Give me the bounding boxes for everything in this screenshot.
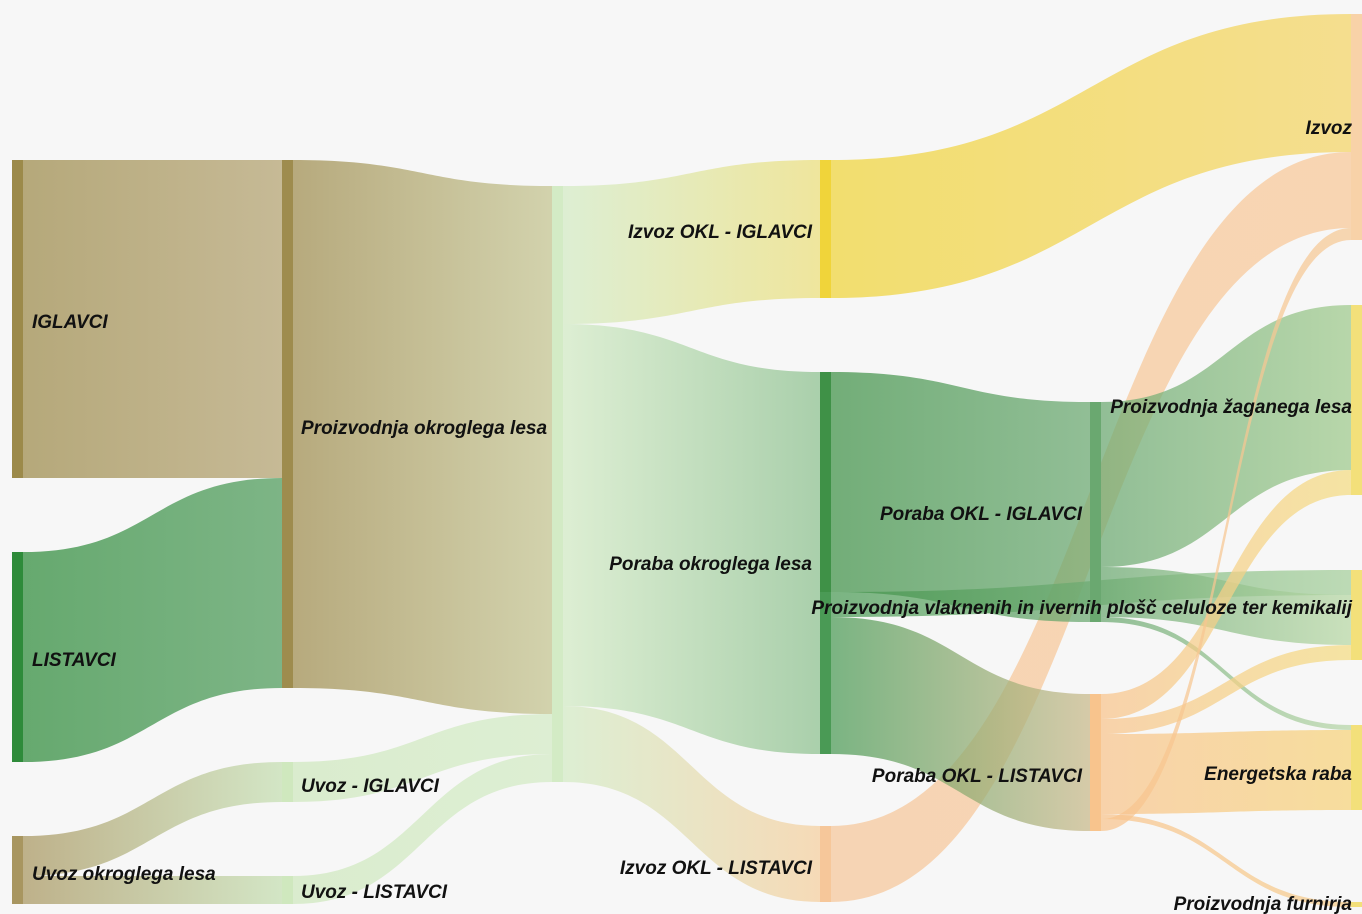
node-uvoz-iglavci	[282, 762, 293, 802]
node-furnir	[1351, 902, 1362, 907]
node-skupaj	[552, 186, 563, 782]
label-listavci: LISTAVCI	[32, 650, 116, 671]
link-poraba_okl_listavci-to-furnir	[1101, 814, 1351, 907]
label-poraba-okl: Poraba okroglega lesa	[609, 554, 812, 575]
node-uvoz-listavci	[282, 876, 293, 904]
node-izvoz-okl-listavci	[820, 826, 831, 902]
link-poraba_okl_iglavci_mid-to-zagan	[1101, 305, 1351, 567]
link-poraba_okl_listavci-to-energetska	[1101, 730, 1351, 814]
label-vlaknene: Proizvodnja vlaknenih in ivernih plošč c…	[811, 598, 1352, 619]
node-poraba-okl-listavci	[1090, 694, 1101, 831]
node-energetska	[1351, 725, 1362, 810]
label-poraba-okl-iglavci: Poraba OKL - IGLAVCI	[880, 504, 1083, 525]
link-izvoz_okl_iglavci-to-izvoz	[831, 14, 1351, 298]
nodes-layer	[12, 14, 1362, 907]
label-zagan: Proizvodnja žaganega lesa	[1110, 397, 1352, 418]
link-poraba_okl_listavci-to-zagan	[1101, 470, 1351, 719]
link-skupaj-to-poraba_okl	[563, 324, 820, 754]
label-iglavci: IGLAVCI	[32, 312, 108, 333]
label-izvoz-okl-listavci: Izvoz OKL - LISTAVCI	[620, 858, 813, 879]
label-uvoz-listavci: Uvoz - LISTAVCI	[301, 882, 448, 903]
link-poraba_okl_listavci-to-vlaknene	[1101, 645, 1351, 734]
link-listavci-to-proizvodnja_okl	[23, 478, 282, 762]
node-poraba-okl-iglavci	[820, 372, 831, 592]
link-uvoz_iglavci-to-skupaj	[293, 714, 552, 802]
link-proizvodnja_okl-to-skupaj	[293, 160, 552, 714]
link-uvoz_okl-to-uvoz_iglavci	[23, 762, 282, 876]
label-energetska: Energetska raba	[1204, 764, 1352, 785]
link-poraba_okl_listavci-to-izvoz	[1101, 228, 1351, 831]
link-skupaj-to-izvoz_okl_listavci	[563, 706, 820, 902]
label-izvoz-okl-iglavci: Izvoz OKL - IGLAVCI	[628, 222, 813, 243]
labels-layer: IGLAVCI LISTAVCI Uvoz okroglega lesa Proizv…	[32, 118, 1353, 914]
node-izvoz-okl-iglavci	[820, 160, 831, 298]
link-iglavci-to-proizvodnja_okl	[23, 160, 282, 478]
node-uvoz-okl	[12, 836, 23, 904]
label-izvoz: Izvoz	[1306, 118, 1353, 139]
label-proizvodnja-okl: Proizvodnja okroglega lesa	[301, 418, 547, 439]
links-layer	[23, 14, 1351, 907]
link-poraba_okl_iglavci-to-poraba_okl_iglavci_mid	[831, 372, 1090, 622]
node-zagan	[1351, 305, 1362, 495]
node-vlaknene	[1351, 570, 1362, 660]
label-poraba-okl-listavci: Poraba OKL - LISTAVCI	[872, 766, 1083, 787]
link-uvoz_listavci-to-skupaj	[293, 754, 552, 904]
node-iglavci	[12, 160, 23, 478]
link-skupaj-to-izvoz_okl_iglavci	[563, 160, 820, 324]
node-listavci	[12, 552, 23, 762]
node-proizvodnja-okl	[282, 160, 293, 688]
label-uvoz-okl: Uvoz okroglega lesa	[32, 864, 216, 885]
label-furnir: Proizvodnja furnirja	[1174, 894, 1353, 914]
node-izvoz	[1351, 14, 1362, 240]
link-poraba_okl_iglavci_mid-to-energetska	[1101, 617, 1351, 730]
node-poraba-okl-iglavci-mid	[1090, 402, 1101, 622]
link-uvoz_okl-to-uvoz_listavci	[23, 876, 282, 904]
link-poraba_okl-to-poraba_okl_listavci	[831, 617, 1090, 831]
label-uvoz-iglavci: Uvoz - IGLAVCI	[301, 776, 440, 797]
